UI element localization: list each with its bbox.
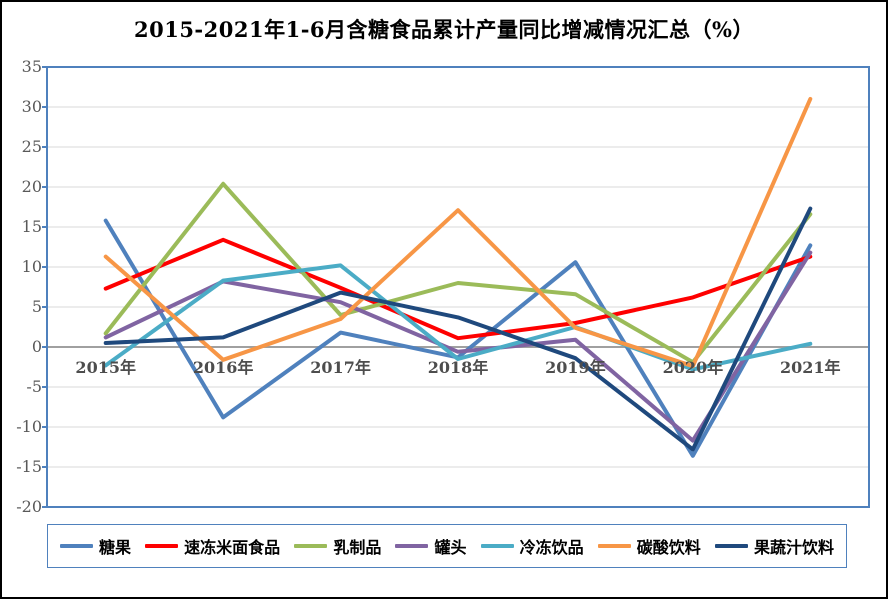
chart-title: 2015-2021年1-6月含糖食品累计产量同比增减情况汇总（%） <box>133 17 754 42</box>
legend-item: 罐头 <box>395 534 466 558</box>
y-axis-tick: 10 <box>21 257 42 276</box>
series-line-速冻米面食品 <box>103 237 813 341</box>
series-line-碳酸饮料 <box>103 97 813 369</box>
legend-item: 冷冻饮品 <box>480 534 584 558</box>
legend-line-swatch <box>714 544 748 548</box>
legend-item: 碳酸饮料 <box>597 534 701 558</box>
x-axis-label: 2020年 <box>662 358 724 377</box>
legend-item: 果蔬汁饮料 <box>714 534 834 558</box>
y-axis-tick: 30 <box>21 97 42 116</box>
legend-line-swatch <box>597 544 631 548</box>
legend-label: 乳制品 <box>333 538 382 557</box>
legend-line-swatch <box>60 544 93 548</box>
legend-line-swatch <box>145 544 179 548</box>
legend-label: 糖果 <box>99 538 132 557</box>
legend-label: 碳酸饮料 <box>636 538 701 557</box>
y-axis-tick: -10 <box>16 417 42 436</box>
legend-item: 糖果 <box>60 534 131 558</box>
chart-legend: 糖果 速冻米面食品 乳制品 罐头 冷冻饮品 碳酸饮料 果蔬汁饮料 <box>47 524 847 568</box>
legend-label: 罐头 <box>434 538 467 557</box>
y-axis-tick: 0 <box>31 337 42 356</box>
series-line-果蔬汁饮料 <box>103 206 813 452</box>
x-axis-label: 2021年 <box>780 358 841 377</box>
y-axis-tick: 20 <box>21 177 42 196</box>
x-axis-label: 2015年 <box>75 358 136 377</box>
legend-item: 乳制品 <box>294 534 381 558</box>
y-axis-tick: 15 <box>21 217 42 236</box>
y-axis-tick: 25 <box>21 137 42 156</box>
x-axis-label: 2018年 <box>427 358 489 377</box>
x-axis-label: 2016年 <box>192 358 254 377</box>
series-line-冷冻饮品 <box>103 263 813 372</box>
legend-line-swatch <box>395 544 429 548</box>
plot-frame <box>46 66 870 508</box>
legend-label: 速冻米面食品 <box>184 538 281 557</box>
legend-item: 速冻米面食品 <box>145 534 280 558</box>
legend-line-swatch <box>294 544 328 548</box>
y-axis-tick: -15 <box>16 457 42 476</box>
legend-label: 冷冻饮品 <box>519 538 584 557</box>
y-axis-tick: -20 <box>16 497 42 516</box>
x-axis-label: 2019年 <box>545 358 606 377</box>
legend-line-swatch <box>480 544 514 548</box>
x-axis-label: 2017年 <box>310 358 371 377</box>
y-axis-tick: 35 <box>21 57 42 76</box>
y-axis-tick: -5 <box>26 377 42 396</box>
legend-label: 果蔬汁饮料 <box>753 538 834 557</box>
y-axis-tick: 5 <box>31 297 42 316</box>
